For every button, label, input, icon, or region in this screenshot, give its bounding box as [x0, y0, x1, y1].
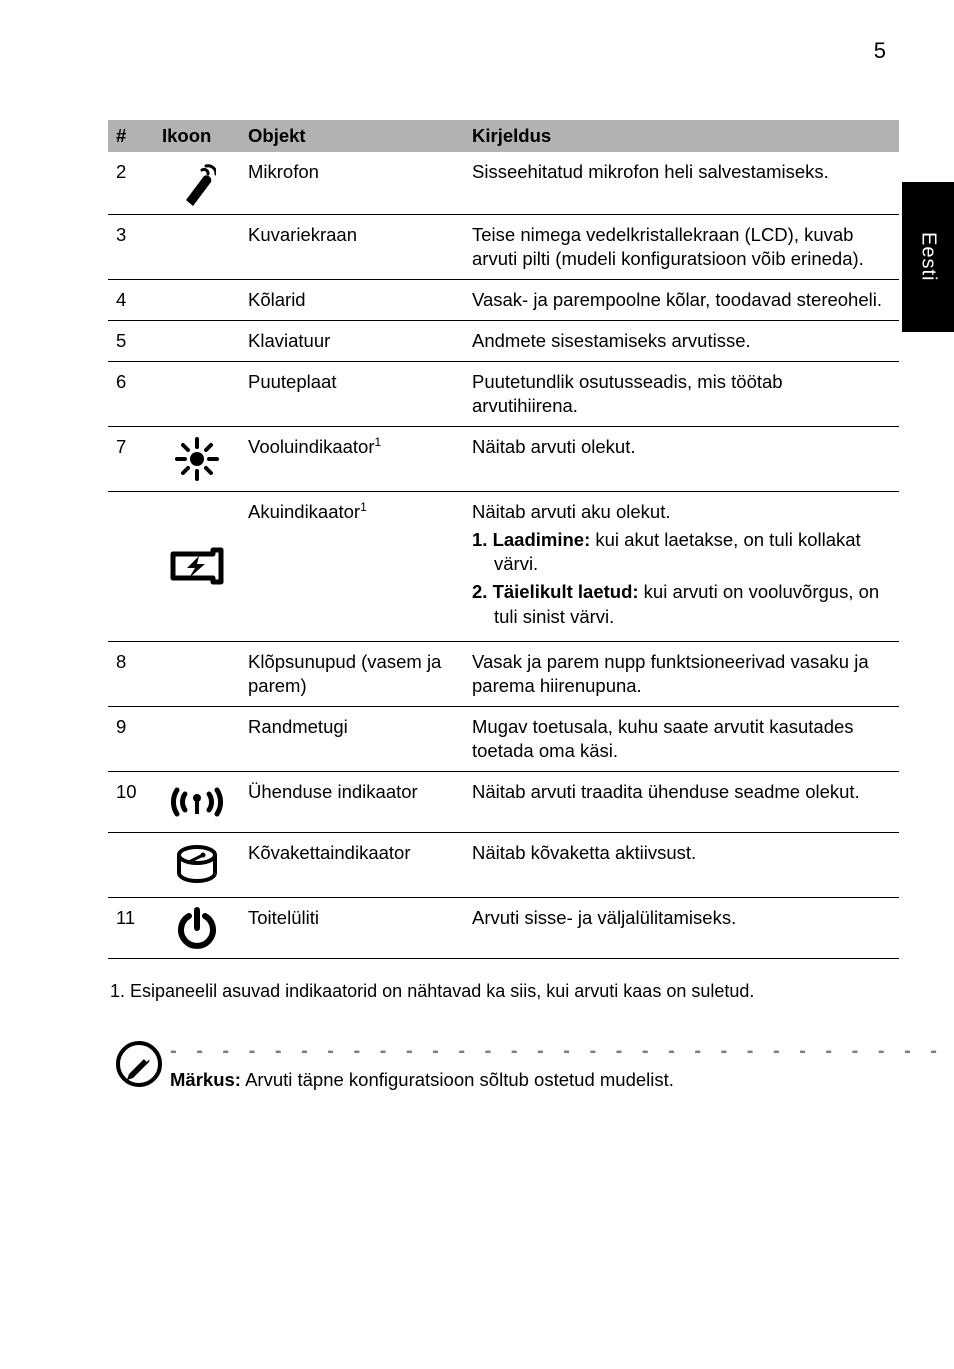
- row-desc: Puutetundlik osutusseadis, mis töötab ar…: [464, 362, 899, 427]
- row-desc: Vasak- ja parempoolne kõlar, toodavad st…: [464, 280, 899, 321]
- row-icon: [154, 321, 240, 362]
- row-icon: [154, 215, 240, 280]
- note-block: - - - - - - - - - - - - - - - - - - - - …: [108, 1040, 899, 1091]
- row-icon: [154, 427, 240, 492]
- row-desc: Andmete sisestamiseks arvutisse.: [464, 321, 899, 362]
- row-number: 3: [108, 215, 154, 280]
- row-number: 10: [108, 771, 154, 832]
- header-num: #: [108, 120, 154, 152]
- row-icon: [154, 362, 240, 427]
- header-desc: Kirjeldus: [464, 120, 899, 152]
- table-row: 6 PuuteplaatPuutetundlik osutusseadis, mi…: [108, 362, 899, 427]
- row-icon: [154, 706, 240, 771]
- table-row: 3 KuvariekraanTeise nimega vedelkristalle…: [108, 215, 899, 280]
- table-row: 9 RandmetugiMugav toetusala, kuhu saate a…: [108, 706, 899, 771]
- table-row: 4 KõlaridVasak- ja parempoolne kõlar, too…: [108, 280, 899, 321]
- row-object: Kõvakettaindikaator: [240, 832, 464, 897]
- row-object: Kuvariekraan: [240, 215, 464, 280]
- row-desc: Sisseehitatud mikrofon heli salvestamise…: [464, 152, 899, 215]
- page-number: 5: [874, 38, 886, 64]
- row-icon: [154, 832, 240, 897]
- row-number: 11: [108, 897, 154, 958]
- header-object: Objekt: [240, 120, 464, 152]
- row-number: 9: [108, 706, 154, 771]
- row-icon: [154, 641, 240, 706]
- note-dashes: - - - - - - - - - - - - - - - - - - - - …: [170, 1040, 954, 1063]
- row-icon: [154, 152, 240, 215]
- row-object: Mikrofon: [240, 152, 464, 215]
- row-number: [108, 492, 154, 641]
- row-desc: Näitab kõvaketta aktiivsust.: [464, 832, 899, 897]
- row-object: Kõlarid: [240, 280, 464, 321]
- pencil-circle-icon: [115, 1040, 163, 1088]
- table-row: 5 KlaviatuurAndmete sisestamiseks arvutis…: [108, 321, 899, 362]
- row-object: Vooluindikaator1: [240, 427, 464, 492]
- feature-table: # Ikoon Objekt Kirjeldus 2 MikrofonSissee…: [108, 120, 899, 959]
- side-tab-language: Eesti: [902, 182, 954, 332]
- row-object: Randmetugi: [240, 706, 464, 771]
- table-row: 11 ToitelülitiArvuti sisse- ja väljalülit…: [108, 897, 899, 958]
- row-icon: [154, 492, 240, 641]
- row-icon: [154, 771, 240, 832]
- row-object: Klõpsunupud (vasem ja parem): [240, 641, 464, 706]
- row-number: 2: [108, 152, 154, 215]
- note-text: Märkus: Arvuti täpne konfiguratsioon sõl…: [170, 1069, 954, 1091]
- row-object: Akuindikaator1: [240, 492, 464, 641]
- row-object: Puuteplaat: [240, 362, 464, 427]
- row-number: 8: [108, 641, 154, 706]
- table-row: 8 Klõpsunupud (vasem ja parem)Vasak ja pa…: [108, 641, 899, 706]
- row-number: 6: [108, 362, 154, 427]
- row-object: Ühenduse indikaator: [240, 771, 464, 832]
- row-desc: Näitab arvuti aku olekut.1. Laadimine: k…: [464, 492, 899, 641]
- row-number: 4: [108, 280, 154, 321]
- row-desc: Näitab arvuti olekut.: [464, 427, 899, 492]
- row-icon: [154, 897, 240, 958]
- row-desc: Arvuti sisse- ja väljalülitamiseks.: [464, 897, 899, 958]
- header-icon: Ikoon: [154, 120, 240, 152]
- row-object: Toitelüliti: [240, 897, 464, 958]
- footnote: 1. Esipaneelil asuvad indikaatorid on nä…: [110, 981, 899, 1002]
- table-row: KõvakettaindikaatorNäitab kõvaketta akti…: [108, 832, 899, 897]
- table-row: 2 MikrofonSisseehitatud mikrofon heli sal…: [108, 152, 899, 215]
- row-number: 7: [108, 427, 154, 492]
- row-desc: Mugav toetusala, kuhu saate arvutit kasu…: [464, 706, 899, 771]
- row-number: 5: [108, 321, 154, 362]
- table-row: 7 Vooluindikaator1Näitab arvuti olekut.: [108, 427, 899, 492]
- row-number: [108, 832, 154, 897]
- row-desc: Näitab arvuti traadita ühenduse seadme o…: [464, 771, 899, 832]
- row-icon: [154, 280, 240, 321]
- row-object: Klaviatuur: [240, 321, 464, 362]
- row-desc: Teise nimega vedelkristallekraan (LCD), …: [464, 215, 899, 280]
- table-row: Akuindikaator1Näitab arvuti aku olekut.1…: [108, 492, 899, 641]
- table-row: 10 Ühenduse indikaatorNäitab arvuti traad…: [108, 771, 899, 832]
- row-desc: Vasak ja parem nupp funktsioneerivad vas…: [464, 641, 899, 706]
